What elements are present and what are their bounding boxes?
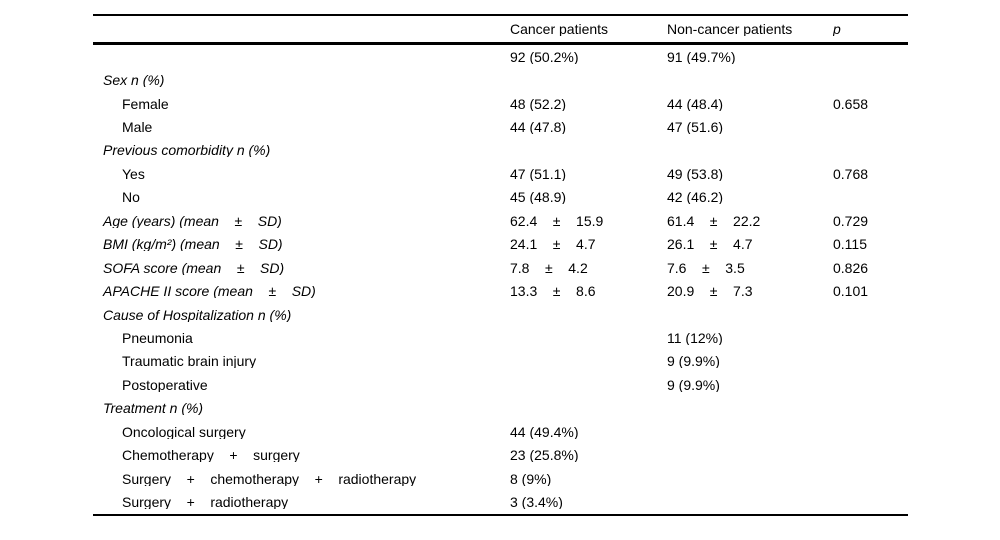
p-value: 0.115 [833,237,867,252]
non-cancer-patients-value: 42 (46.2) [667,190,724,205]
table-row: Surgery + chemotherapy + radiotherapy 8 (… [93,467,908,490]
table-row: Chemotherapy + surgery 23 (25.8%) [93,443,908,466]
cancer-patients-value: 24.1 ± 4.7 [510,237,596,252]
row-label: Male [122,120,153,135]
cancer-patients-value: 92 (50.2%) [510,49,579,64]
row-label: Age (years) (mean ± SD) [103,213,282,228]
table-row: Traumatic brain injury 9 (9.9%) [93,350,908,373]
non-cancer-patients-value: 47 (51.6) [667,120,724,135]
non-cancer-patients-value: 26.1 ± 4.7 [667,237,753,252]
non-cancer-patients-value: 44 (48.4) [667,96,724,111]
table-row: Female 48 (52.2) 44 (48.4) 0.658 [93,92,908,115]
table-row: Sex n (%) [93,68,908,91]
non-cancer-patients-value: 49 (53.8) [667,166,724,181]
row-label: Treatment n (%) [103,401,204,416]
cancer-patients-value: 3 (3.4%) [510,495,563,510]
table-row: 92 (50.2%) 91 (49.7%) [93,45,908,68]
table-row: No 45 (48.9) 42 (46.2) [93,186,908,209]
non-cancer-patients-value: 20.9 ± 7.3 [667,284,753,299]
row-label: Previous comorbidity n (%) [103,143,271,158]
cancer-patients-value: 48 (52.2) [510,96,567,111]
row-label: Traumatic brain injury [122,354,257,369]
non-cancer-patients-value: 61.4 ± 22.2 [667,213,761,228]
cancer-patients-value: 7.8 ± 4.2 [510,260,588,275]
row-label: Chemotherapy + surgery [122,448,300,463]
row-label: Postoperative [122,377,208,392]
table-row: Oncological surgery 44 (49.4%) [93,420,908,443]
row-label: Female [122,96,169,111]
table-row: Male 44 (47.8) 47 (51.6) [93,115,908,138]
non-cancer-patients-value: 91 (49.7%) [667,49,736,64]
p-value: 0.729 [833,213,869,228]
cancer-patients-value: 62.4 ± 15.9 [510,213,604,228]
row-label: BMI (kg/m²) (mean ± SD) [103,237,283,252]
non-cancer-patients-value: 9 (9.9%) [667,377,720,392]
table-row: Treatment n (%) [93,397,908,420]
row-label: APACHE II score (mean ± SD) [103,284,316,299]
p-value: 0.658 [833,96,869,111]
table-row: Surgery + radiotherapy 3 (3.4%) [93,490,908,513]
table-row: Previous comorbidity n (%) [93,139,908,162]
cancer-patients-value: 23 (25.8%) [510,448,579,463]
table-row: APACHE II score (mean ± SD) 13.3 ± 8.6 20.… [93,279,908,302]
cancer-patients-value: 44 (47.8) [510,120,567,135]
row-label: Pneumonia [122,330,193,345]
row-label: No [122,190,140,205]
header-cancer-patients: Cancer patients [510,22,609,36]
header-p-value: p [833,22,841,36]
patient-characteristics-table: Cancer patients Non-cancer patients p 92… [93,14,908,516]
p-value: 0.826 [833,260,869,275]
row-label: Cause of Hospitalization n (%) [103,307,292,322]
table-row: SOFA score (mean ± SD) 7.8 ± 4.2 7.6 ± 3.5… [93,256,908,279]
row-label: Surgery + radiotherapy [122,495,289,510]
non-cancer-patients-value: 9 (9.9%) [667,354,720,369]
row-label: Sex n (%) [103,73,165,88]
non-cancer-patients-value: 7.6 ± 3.5 [667,260,745,275]
p-value: 0.101 [833,284,869,299]
row-label: Surgery + chemotherapy + radiotherapy [122,471,417,486]
cancer-patients-value: 13.3 ± 8.6 [510,284,596,299]
cancer-patients-value: 45 (48.9) [510,190,567,205]
table-row: Age (years) (mean ± SD) 62.4 ± 15.9 61.4 ±… [93,209,908,232]
table-row: Yes 47 (51.1) 49 (53.8) 0.768 [93,162,908,185]
table-header-row: Cancer patients Non-cancer patients p [93,16,908,45]
table-row: BMI (kg/m²) (mean ± SD) 24.1 ± 4.7 26.1 ± … [93,233,908,256]
non-cancer-patients-value: 11 (12%) [667,330,723,345]
cancer-patients-value: 47 (51.1) [510,166,567,181]
row-label: Oncological surgery [122,424,246,439]
cancer-patients-value: 8 (9%) [510,471,552,486]
table-row: Postoperative 9 (9.9%) [93,373,908,396]
table-body: 92 (50.2%) 91 (49.7%) Sex n (%) Female 48 (5… [93,45,908,514]
p-value: 0.768 [833,166,869,181]
table-row: Cause of Hospitalization n (%) [93,303,908,326]
table-row: Pneumonia 11 (12%) [93,326,908,349]
row-label: SOFA score (mean ± SD) [103,260,285,275]
cancer-patients-value: 44 (49.4%) [510,424,579,439]
header-non-cancer-patients: Non-cancer patients [667,22,793,36]
row-label: Yes [122,166,145,181]
